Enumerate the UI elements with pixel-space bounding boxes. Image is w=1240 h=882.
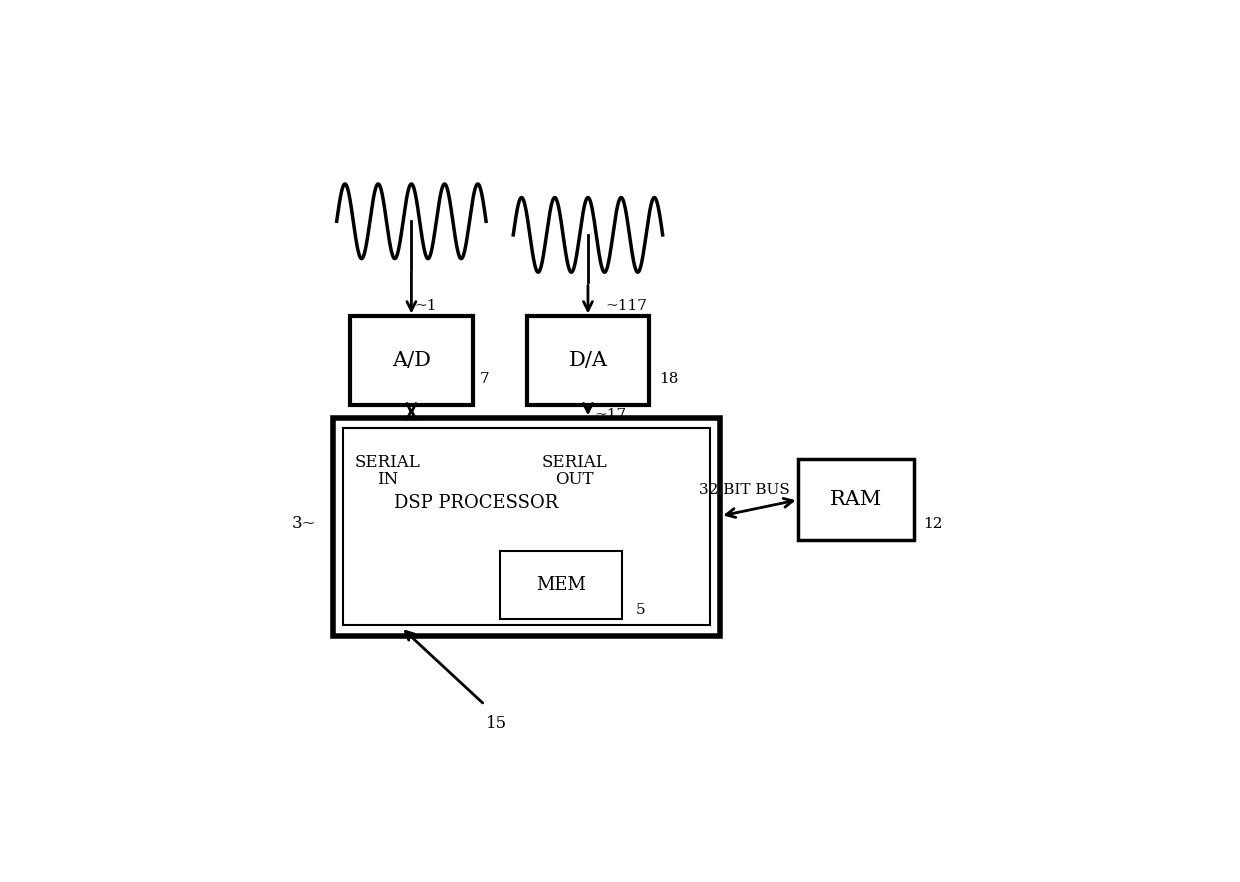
FancyBboxPatch shape: [799, 459, 914, 541]
FancyBboxPatch shape: [350, 317, 472, 405]
Text: SERIAL: SERIAL: [355, 454, 420, 471]
Text: D/A: D/A: [568, 351, 608, 370]
Text: 15: 15: [486, 715, 507, 732]
Text: 12: 12: [923, 517, 942, 530]
Text: 7: 7: [480, 372, 489, 385]
Text: A/D: A/D: [392, 351, 430, 370]
FancyBboxPatch shape: [527, 317, 649, 405]
Text: IN: IN: [377, 471, 398, 488]
Text: RAM: RAM: [830, 490, 883, 509]
FancyBboxPatch shape: [343, 429, 711, 625]
Text: MEM: MEM: [536, 576, 585, 594]
Text: SERIAL: SERIAL: [542, 454, 608, 471]
FancyBboxPatch shape: [334, 418, 720, 636]
Text: OUT: OUT: [556, 471, 594, 488]
Text: 5: 5: [635, 602, 645, 617]
Text: ~1: ~1: [414, 299, 438, 313]
Text: 32 BIT BUS: 32 BIT BUS: [699, 482, 790, 497]
Text: ~17: ~17: [595, 407, 627, 422]
Text: ~117: ~117: [605, 299, 647, 313]
Text: 18: 18: [660, 372, 678, 385]
FancyBboxPatch shape: [500, 550, 622, 618]
Text: 3~: 3~: [291, 515, 316, 532]
Text: DSP PROCESSOR: DSP PROCESSOR: [394, 494, 558, 512]
